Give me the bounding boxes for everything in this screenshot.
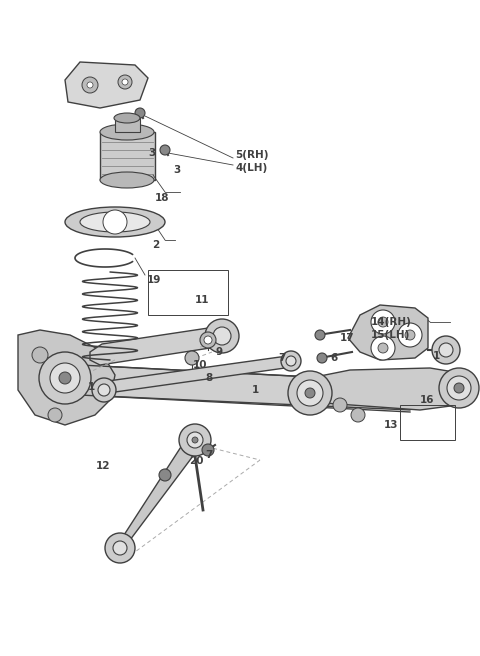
Polygon shape <box>65 62 148 108</box>
Circle shape <box>50 363 80 393</box>
Text: 3: 3 <box>173 165 180 175</box>
Circle shape <box>59 372 71 384</box>
Circle shape <box>286 356 296 366</box>
Circle shape <box>98 384 110 396</box>
Circle shape <box>192 437 198 443</box>
Ellipse shape <box>65 207 165 237</box>
Polygon shape <box>18 330 115 425</box>
Circle shape <box>82 77 98 93</box>
Circle shape <box>447 376 471 400</box>
Ellipse shape <box>114 113 140 123</box>
Bar <box>400 405 455 440</box>
Polygon shape <box>70 365 418 410</box>
Circle shape <box>333 398 347 412</box>
Polygon shape <box>90 327 230 365</box>
Circle shape <box>297 380 323 406</box>
Circle shape <box>204 336 212 344</box>
Circle shape <box>315 330 325 340</box>
Text: 3: 3 <box>148 148 155 158</box>
Circle shape <box>205 319 239 353</box>
Circle shape <box>105 533 135 563</box>
Ellipse shape <box>100 172 154 188</box>
Text: 18: 18 <box>155 193 169 203</box>
Circle shape <box>288 371 332 415</box>
Text: 12: 12 <box>96 461 110 471</box>
Text: 16: 16 <box>420 395 434 405</box>
Ellipse shape <box>80 212 150 232</box>
Text: 17: 17 <box>340 333 355 343</box>
Polygon shape <box>98 357 298 396</box>
Text: 11: 11 <box>195 295 209 305</box>
Circle shape <box>187 432 203 448</box>
Circle shape <box>48 408 62 422</box>
Circle shape <box>351 408 365 422</box>
Ellipse shape <box>100 124 154 140</box>
Circle shape <box>432 336 460 364</box>
Text: 4(LH): 4(LH) <box>235 163 267 173</box>
Circle shape <box>213 327 231 345</box>
Text: 7: 7 <box>278 353 286 363</box>
Bar <box>148 270 228 315</box>
Circle shape <box>281 351 301 371</box>
Text: 2: 2 <box>152 240 159 250</box>
Polygon shape <box>115 118 140 132</box>
Circle shape <box>92 378 116 402</box>
Circle shape <box>439 343 453 357</box>
Circle shape <box>454 383 464 393</box>
Circle shape <box>371 336 395 360</box>
Circle shape <box>439 368 479 408</box>
Circle shape <box>200 332 216 348</box>
Circle shape <box>378 343 388 353</box>
Polygon shape <box>100 132 155 180</box>
Circle shape <box>371 310 395 334</box>
Circle shape <box>87 82 93 88</box>
Text: 20: 20 <box>189 456 204 466</box>
Circle shape <box>305 388 315 398</box>
Polygon shape <box>295 368 465 410</box>
Text: 5(RH): 5(RH) <box>235 150 268 160</box>
Text: 9: 9 <box>215 347 222 357</box>
Circle shape <box>398 323 422 347</box>
Text: 10: 10 <box>193 360 207 370</box>
Text: 19: 19 <box>147 275 161 285</box>
Circle shape <box>32 347 48 363</box>
Text: 8: 8 <box>205 373 212 383</box>
Text: 14(RH): 14(RH) <box>371 317 412 327</box>
Text: 15(LH): 15(LH) <box>371 330 410 340</box>
Circle shape <box>103 210 127 234</box>
Circle shape <box>202 444 214 456</box>
Circle shape <box>159 469 171 481</box>
Circle shape <box>113 541 127 555</box>
Circle shape <box>405 330 415 340</box>
Text: 1: 1 <box>88 382 95 392</box>
Circle shape <box>118 75 132 89</box>
Circle shape <box>317 353 327 363</box>
Text: 6: 6 <box>330 353 337 363</box>
Text: 1: 1 <box>433 351 440 361</box>
Circle shape <box>39 352 91 404</box>
Text: 1: 1 <box>252 385 259 395</box>
Polygon shape <box>113 436 202 552</box>
Circle shape <box>378 317 388 327</box>
Text: 13: 13 <box>384 420 398 430</box>
Circle shape <box>122 79 128 85</box>
Circle shape <box>185 351 199 365</box>
Polygon shape <box>348 305 428 360</box>
Circle shape <box>160 145 170 155</box>
Text: 7: 7 <box>205 450 212 460</box>
Circle shape <box>135 108 145 118</box>
Circle shape <box>179 424 211 456</box>
